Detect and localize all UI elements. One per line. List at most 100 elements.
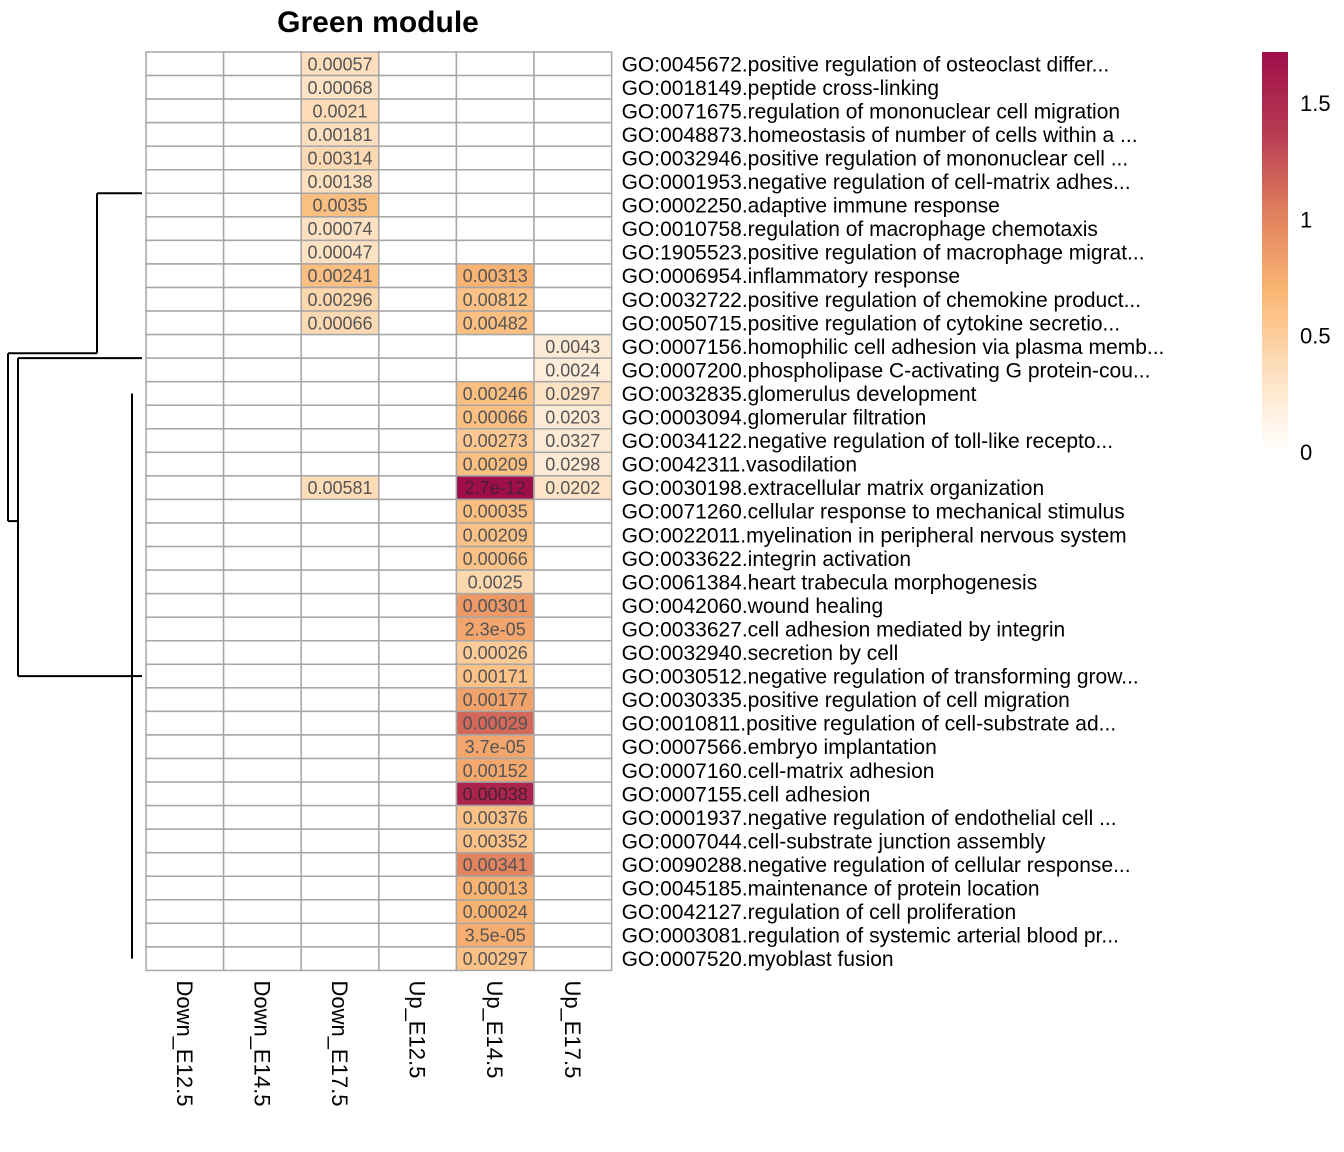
heatmap-cell [533, 263, 613, 289]
cell-value-label: 0.0024 [545, 360, 600, 380]
heatmap-cell [145, 522, 225, 548]
cell-value-label: 0.0043 [545, 337, 600, 357]
heatmap-cell [533, 545, 613, 571]
heatmap-cell [300, 616, 380, 642]
heatmap-cell [533, 946, 613, 972]
heatmap-cell [378, 569, 458, 595]
heatmap-cell [222, 286, 302, 312]
heatmap-cell [300, 710, 380, 736]
column-label: Up_E12.5 [405, 980, 430, 1078]
heatmap-cell [300, 781, 380, 807]
heatmap-cell [222, 263, 302, 289]
heatmap-cell [145, 74, 225, 100]
heatmap-cell [222, 310, 302, 336]
cell-value-label: 0.00209 [463, 525, 528, 545]
heatmap-cell [533, 875, 613, 901]
heatmap-cell [300, 404, 380, 430]
chart-title: Green module [277, 6, 479, 39]
row-label: GO:0003094.glomerular filtration [622, 407, 927, 430]
heatmap-cell [222, 734, 302, 760]
heatmap-cell [300, 875, 380, 901]
heatmap-cell [533, 522, 613, 548]
heatmap-cell [222, 569, 302, 595]
legend-tick-label: 1.5 [1300, 91, 1331, 116]
heatmap-cell [300, 545, 380, 571]
heatmap-cell [222, 899, 302, 925]
cell-value-label: 0.00352 [463, 831, 528, 851]
heatmap-cell [145, 899, 225, 925]
heatmap-cell [533, 498, 613, 524]
cell-value-label: 0.00341 [463, 855, 528, 875]
heatmap-cell [222, 875, 302, 901]
cell-value-label: 0.00057 [307, 54, 372, 74]
heatmap-cell [378, 522, 458, 548]
heatmap-cell [145, 169, 225, 195]
heatmap-cell [145, 640, 225, 666]
cell-value-label: 0.0327 [545, 431, 600, 451]
cell-value-label: 0.00171 [463, 667, 528, 687]
heatmap-cell [533, 640, 613, 666]
heatmap-cell [145, 310, 225, 336]
cell-value-label: 0.00138 [307, 172, 372, 192]
heatmap-cell [378, 875, 458, 901]
row-label: GO:0007044.cell-substrate junction assem… [622, 830, 1046, 853]
heatmap-cell [145, 946, 225, 972]
heatmap-cell [455, 98, 535, 124]
heatmap-cell [145, 616, 225, 642]
heatmap-cell [455, 192, 535, 218]
heatmap-cell [378, 428, 458, 454]
heatmap-cell [145, 98, 225, 124]
column-labels: Down_E12.5 Down_E14.5 Down_E17.5 Up_E12.5 Up… [172, 980, 585, 1106]
heatmap-cell [533, 734, 613, 760]
row-label: GO:0045185.maintenance of protein locati… [622, 878, 1040, 901]
heatmap-cell [222, 687, 302, 713]
cell-value-label: 0.00013 [463, 879, 528, 899]
heatmap-cell [378, 545, 458, 571]
row-label: GO:0018149.peptide cross-linking [622, 77, 940, 100]
heatmap-cell [145, 851, 225, 878]
heatmap-cell [533, 899, 613, 925]
heatmap-cell [300, 946, 380, 972]
heatmap-cell [222, 121, 302, 147]
row-label: GO:0042060.wound healing [622, 595, 884, 618]
row-label: GO:0010811.positive regulation of cell-s… [622, 713, 1117, 736]
cell-value-label: 0.00177 [463, 690, 528, 710]
heatmap-cell [222, 239, 302, 265]
heatmap-cell [533, 757, 613, 783]
cell-value-label: 0.00812 [463, 290, 528, 310]
heatmap-cell [145, 192, 225, 218]
cell-value-label: 0.00074 [307, 219, 372, 239]
heatmap-cell [300, 569, 380, 595]
heatmap-cell [378, 216, 458, 242]
cell-value-label: 0.00376 [463, 808, 528, 828]
heatmap-cell [222, 192, 302, 218]
cell-value-label: 0.0202 [545, 478, 600, 498]
heatmap-cell [533, 710, 613, 736]
row-labels: GO:0045672.positive regulation of osteoc… [622, 53, 1165, 971]
heatmap-cell [378, 687, 458, 713]
heatmap-cell [145, 663, 225, 689]
heatmap-cell [533, 216, 613, 242]
heatmap-cell [300, 851, 380, 878]
heatmap-cell [378, 145, 458, 171]
cell-value-label: 0.00035 [463, 502, 528, 522]
heatmap-cell [378, 380, 458, 407]
heatmap-cell [378, 663, 458, 689]
heatmap-cell [222, 428, 302, 454]
heatmap-cell [222, 710, 302, 736]
heatmap-cell [533, 851, 613, 878]
heatmap-cell [378, 192, 458, 218]
heatmap-cell [222, 922, 302, 948]
row-label: GO:0032722.positive regulation of chemok… [622, 289, 1141, 312]
heatmap-cell [455, 121, 535, 147]
heatmap-cell [533, 616, 613, 642]
heatmap-cell [300, 451, 380, 477]
heatmap-cell [222, 616, 302, 642]
row-label: GO:0071260.cellular response to mechanic… [622, 501, 1125, 524]
heatmap-cell [533, 98, 613, 124]
heatmap-cell [378, 404, 458, 430]
heatmap-cell [378, 734, 458, 760]
heatmap-cell [378, 169, 458, 195]
heatmap-cell [222, 545, 302, 571]
row-label: GO:0001937.negative regulation of endoth… [622, 807, 1117, 830]
